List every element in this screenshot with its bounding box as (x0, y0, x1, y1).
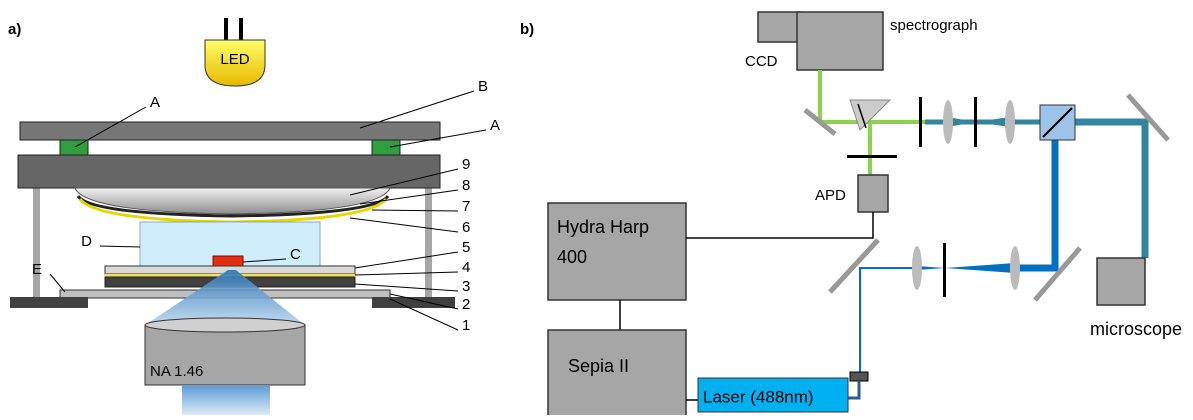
panel-label: a) (8, 21, 21, 38)
beam (1075, 122, 1145, 258)
mirror (830, 240, 878, 292)
detection-beam (820, 70, 925, 175)
lens (1010, 246, 1020, 290)
fiber-coupler (850, 372, 868, 381)
beam (975, 117, 1010, 127)
callout-label: A (150, 94, 160, 111)
sepia-label: Sepia II (568, 356, 629, 376)
callout-label: 3 (462, 278, 470, 295)
beam (945, 263, 1015, 273)
callout-label: B (478, 78, 488, 95)
callout-label: C (290, 246, 301, 263)
top-plate (20, 122, 440, 140)
callout-label: 9 (462, 156, 470, 173)
leader-line (372, 210, 458, 211)
fiber (848, 381, 859, 398)
post (33, 188, 40, 298)
pinhole (943, 243, 946, 297)
apd (858, 175, 888, 212)
lens (1005, 100, 1015, 144)
lens (943, 100, 953, 144)
objective-label: NA 1.46 (150, 363, 203, 380)
callout-label: 6 (462, 219, 470, 236)
beam (182, 385, 270, 415)
leader-line (355, 272, 458, 275)
ccd (758, 12, 800, 42)
pinhole (974, 97, 977, 147)
base (10, 297, 88, 308)
sample (213, 256, 243, 266)
led-label: LED (220, 51, 249, 68)
base (372, 297, 455, 308)
apd-label: APD (815, 187, 846, 204)
hydra-harp-label: Hydra Harp (557, 217, 649, 237)
callout-label: E (32, 261, 42, 278)
pinhole (919, 97, 922, 147)
pinhole (847, 155, 897, 158)
excitation-beam (1015, 140, 1055, 268)
leader-line (350, 218, 458, 232)
lens (912, 246, 922, 290)
microscope-label: microscope (1090, 319, 1182, 339)
leader-line (50, 274, 65, 292)
spectrograph (797, 12, 883, 70)
post (425, 188, 432, 298)
ccd-label: CCD (745, 53, 778, 70)
callout-label: 7 (462, 198, 470, 215)
callout-label: 8 (462, 177, 470, 194)
callout-label: D (81, 233, 92, 250)
microscope (1097, 258, 1145, 305)
callout-label: 2 (462, 296, 470, 313)
leader-line (100, 246, 140, 247)
leader-line (355, 252, 458, 268)
spacer (372, 140, 400, 155)
objective-top (145, 318, 305, 332)
cable (686, 212, 873, 238)
callout-label: A (490, 117, 500, 134)
callout-label: 1 (462, 317, 470, 334)
figure: a) LED NA 1.46 A B A 9 8 7 6 D C 5 4 32 1 E b) spectr… (0, 0, 1193, 415)
callout-label: 5 (462, 239, 470, 256)
holder-plate (18, 155, 440, 188)
beam (860, 268, 917, 372)
callout-label: 4 (462, 259, 470, 276)
hydra-harp-label: 400 (557, 247, 587, 267)
panel-label: b) (520, 21, 534, 38)
laser-label: Laser (488nm) (703, 387, 814, 406)
spectrograph-label: spectrograph (890, 17, 978, 34)
